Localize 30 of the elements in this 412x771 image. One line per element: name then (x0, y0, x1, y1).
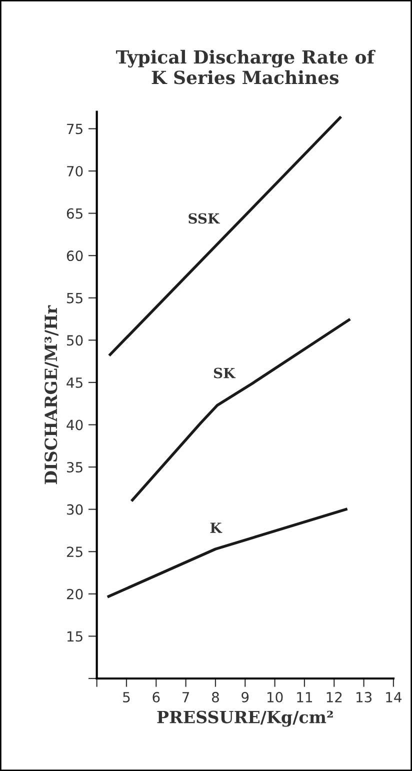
y-tick-label: 15 (67, 631, 82, 642)
x-tick-label: 14 (386, 692, 402, 702)
y-axis-title: DISCHARGE/M³/Hr (44, 305, 58, 484)
x-tick-label: 7 (182, 692, 190, 702)
series-label: SK (214, 368, 236, 378)
y-tick-label: 65 (66, 208, 82, 219)
series-label: K (210, 522, 222, 533)
y-tick-label: 75 (67, 124, 82, 134)
x-tick-label: 5 (123, 692, 130, 702)
x-tick-label: 9 (242, 692, 249, 702)
y-tick-label: 70 (67, 166, 83, 176)
y-tick-label: 45 (66, 378, 82, 388)
x-tick-label: 8 (212, 692, 219, 702)
y-tick-label: 50 (67, 335, 83, 346)
y-tick-label: 35 (67, 462, 82, 473)
y-tick-label: 25 (66, 546, 82, 558)
series-label: SSK (188, 213, 220, 224)
y-tick-label: 30 (67, 504, 83, 515)
x-tick-label: 11 (297, 692, 312, 702)
chart-title: Typical Discharge Rate of K Series Machines (116, 50, 376, 84)
x-axis-title: PRESSURE/Kg/cm² (157, 710, 333, 727)
x-tick-label: 12 (326, 692, 342, 702)
x-tick-label: 6 (152, 692, 160, 702)
x-tick-label: 10 (267, 692, 283, 702)
x-tick-label: 13 (356, 692, 372, 702)
y-tick-label: 20 (66, 588, 83, 600)
y-tick-label: 55 (67, 293, 82, 304)
line-series (131, 318, 350, 502)
y-tick-label: 60 (66, 250, 83, 262)
y-tick-label: 40 (66, 420, 83, 430)
